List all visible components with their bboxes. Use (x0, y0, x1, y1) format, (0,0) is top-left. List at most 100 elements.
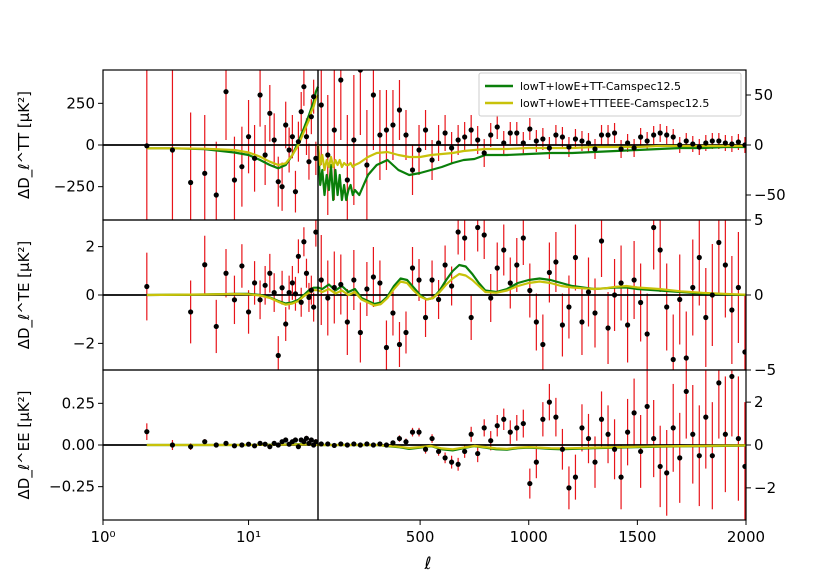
data-point (303, 134, 310, 140)
data-point (383, 442, 390, 448)
data-point (624, 429, 631, 435)
y-tick-label-left: 0.25 (62, 394, 95, 412)
data-point (585, 289, 592, 295)
data-point (572, 136, 579, 142)
x-tick-label: 10¹ (236, 528, 261, 546)
data-point (435, 448, 442, 455)
y-tick-label-left: −0.25 (49, 478, 95, 496)
data-point (514, 130, 520, 136)
data-point (257, 92, 263, 98)
legend-label-ttteee: lowT+lowE+TTTEEE-Camspec12.5 (520, 97, 709, 110)
data-point (239, 442, 245, 448)
data-point (501, 140, 507, 146)
data-point (605, 132, 611, 138)
x-tick-label: 500 (406, 528, 435, 546)
data-point (651, 132, 657, 138)
data-point (390, 122, 396, 128)
x-tick-label: 10⁰ (90, 528, 115, 546)
data-point (429, 435, 435, 442)
data-point (169, 442, 176, 448)
data-point (377, 132, 383, 138)
data-point (262, 441, 268, 447)
data-point (664, 304, 670, 310)
data-point (611, 446, 618, 452)
data-point (507, 130, 513, 136)
data-point (592, 146, 598, 152)
data-point (677, 455, 683, 461)
data-point (644, 331, 650, 337)
data-point (422, 127, 429, 133)
data-point (735, 284, 741, 291)
data-point (611, 292, 618, 298)
data-point (295, 253, 301, 259)
data-point (313, 229, 319, 235)
y-tick-label-left: 0.00 (62, 436, 95, 454)
data-point (295, 139, 301, 145)
data-point (292, 291, 299, 297)
y-tick-label-left: 2 (85, 238, 95, 256)
data-point (144, 143, 150, 149)
data-point (638, 134, 644, 140)
data-point (188, 309, 194, 315)
data-point (735, 139, 741, 145)
data-point (303, 270, 310, 276)
y-tick-label-left: 0 (85, 286, 95, 304)
legend-box (478, 72, 742, 117)
data-point (357, 329, 363, 336)
data-point (566, 144, 572, 150)
data-point (507, 429, 513, 435)
data-point (664, 132, 670, 138)
data-point (271, 137, 277, 143)
data-point (475, 450, 481, 457)
data-point (331, 442, 337, 449)
data-point (409, 429, 416, 435)
data-point (742, 142, 746, 148)
data-point (559, 134, 566, 140)
data-point (579, 425, 585, 431)
data-point (262, 282, 268, 288)
data-point (370, 442, 377, 448)
series-line-ttteee-highl (318, 443, 746, 451)
data-point (308, 114, 314, 120)
data-point (231, 443, 238, 449)
y-tick-label-right: 0 (754, 136, 764, 154)
data-point (308, 287, 314, 293)
data-point (735, 435, 741, 442)
data-point (657, 247, 663, 253)
data-point (303, 435, 310, 441)
data-point (611, 130, 618, 136)
data-point (292, 437, 299, 443)
data-point (213, 442, 219, 448)
data-point (325, 152, 331, 158)
data-point (267, 110, 273, 116)
data-point (188, 179, 194, 186)
data-point (709, 292, 715, 298)
data-point (449, 459, 455, 465)
data-point (351, 277, 357, 283)
data-point (722, 140, 728, 146)
data-point (729, 141, 735, 147)
data-point (239, 164, 245, 170)
data-point (657, 130, 663, 136)
data-point (716, 380, 722, 386)
data-point (409, 265, 416, 271)
y-tick-label-right: −50 (754, 186, 786, 204)
data-point (468, 127, 474, 133)
data-point (338, 281, 344, 288)
data-point (202, 170, 208, 176)
data-point (553, 414, 559, 420)
data-point (520, 420, 526, 427)
data-point (514, 425, 520, 431)
y-axis-label-te: ΔD_ℓ^TE [μK²] (15, 241, 34, 350)
data-point (306, 294, 312, 301)
data-point (449, 145, 455, 151)
data-point (716, 138, 722, 144)
data-point (624, 140, 631, 146)
data-point (396, 341, 403, 348)
data-point (631, 277, 637, 283)
data-point (383, 127, 390, 133)
data-point (722, 431, 728, 437)
data-point (540, 416, 546, 422)
